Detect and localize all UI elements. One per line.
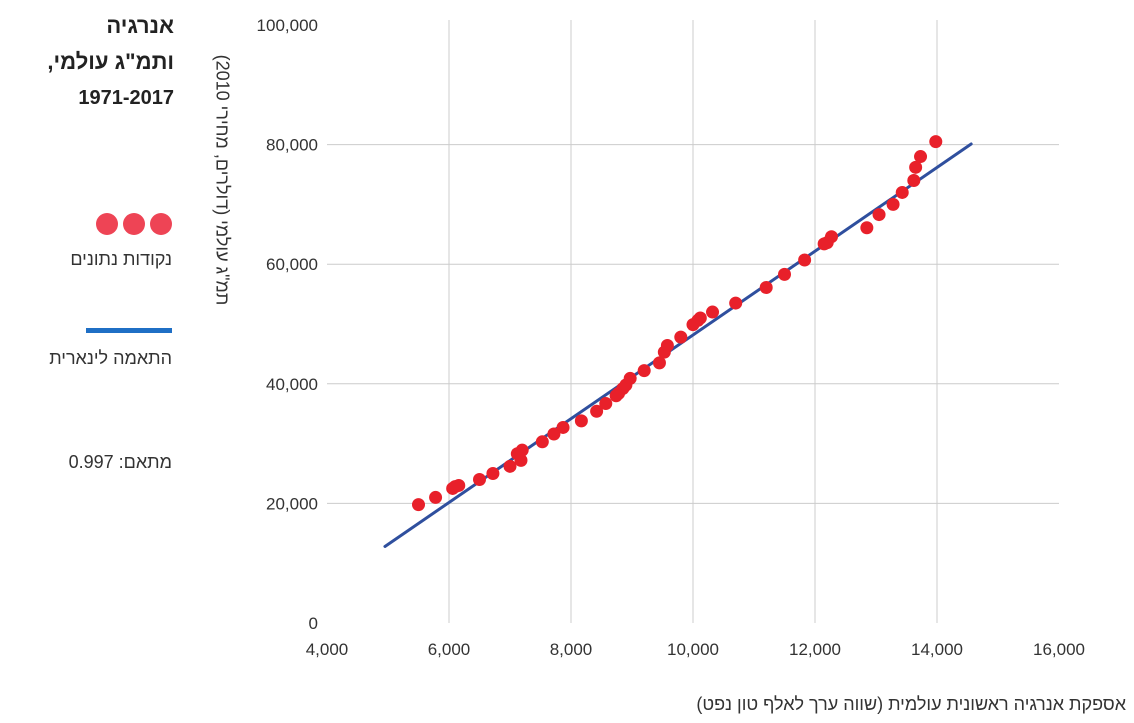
- tick-labels: 4,000 6,000 8,000 10,000 12,000 14,000 16,000 0…: [257, 16, 1085, 659]
- data-point: [914, 150, 928, 164]
- data-point: [486, 467, 500, 480]
- y-tick-label: 0: [309, 614, 318, 633]
- data-point: [652, 356, 666, 370]
- data-point: [514, 453, 528, 467]
- data-point: [693, 311, 707, 325]
- data-point: [412, 498, 425, 512]
- data-point: [535, 435, 549, 449]
- data-point: [729, 296, 743, 310]
- data-point: [473, 472, 486, 486]
- data-point: [503, 459, 517, 473]
- data-point: [778, 267, 791, 281]
- legend-points-marker: [96, 213, 172, 235]
- legend-fit-label: התאמה לינארית: [49, 348, 172, 368]
- data-point: [824, 230, 838, 244]
- data-points: [412, 135, 943, 512]
- y-tick-label: 40,000: [266, 375, 318, 394]
- data-point: [909, 160, 923, 174]
- data-point: [429, 490, 443, 504]
- data-point: [637, 364, 651, 378]
- title-line-1: אנרגיה: [106, 13, 174, 38]
- data-point: [798, 253, 812, 267]
- data-point: [860, 221, 874, 235]
- chart-title: אנרגיה ותמ"ג עולמי, 1971-2017: [4, 8, 174, 116]
- y-tick-label: 60,000: [266, 255, 318, 274]
- data-point: [929, 135, 943, 149]
- data-point: [872, 208, 886, 222]
- title-line-3: 1971-2017: [78, 87, 174, 109]
- x-tick-label: 8,000: [550, 640, 593, 659]
- data-point: [907, 173, 921, 187]
- legend-dot: [96, 213, 118, 235]
- x-tick-label: 12,000: [789, 640, 841, 659]
- data-point: [660, 339, 674, 353]
- data-point: [895, 185, 909, 199]
- data-point: [590, 404, 604, 418]
- y-tick-label: 100,000: [257, 16, 318, 35]
- fit-line-group: [383, 142, 973, 548]
- x-tick-label: 14,000: [911, 640, 963, 659]
- data-point: [759, 281, 773, 295]
- data-point: [547, 427, 561, 441]
- data-point: [886, 197, 900, 211]
- data-point: [706, 305, 720, 319]
- data-point: [599, 397, 613, 411]
- legend-dot: [123, 213, 145, 235]
- x-tick-label: 4,000: [306, 640, 349, 659]
- title-line-2: ותמ"ג עולמי,: [47, 49, 174, 74]
- y-tick-label: 20,000: [266, 494, 318, 513]
- legend-fit-marker: [86, 328, 172, 333]
- x-axis-label: אספקת אנרגיה ראשונית עולמית (שווה ערך לא…: [696, 694, 1126, 714]
- x-tick-label: 16,000: [1033, 640, 1085, 659]
- legend-points-label: נקודות נתונים: [70, 249, 172, 269]
- x-tick-label: 10,000: [667, 640, 719, 659]
- y-axis-label: תמ"ג עולמי (דולרים, מחירי 2010): [212, 54, 233, 306]
- y-tick-label: 80,000: [266, 136, 318, 155]
- fit-line: [383, 142, 973, 548]
- data-point: [623, 371, 637, 385]
- data-point: [556, 420, 570, 434]
- x-tick-label: 6,000: [428, 640, 471, 659]
- data-point: [674, 330, 688, 344]
- data-point: [515, 443, 529, 457]
- data-point: [452, 478, 466, 492]
- data-point: [574, 414, 588, 428]
- r2-label: מתאם: 0.997: [68, 452, 172, 472]
- legend-dot: [150, 213, 172, 235]
